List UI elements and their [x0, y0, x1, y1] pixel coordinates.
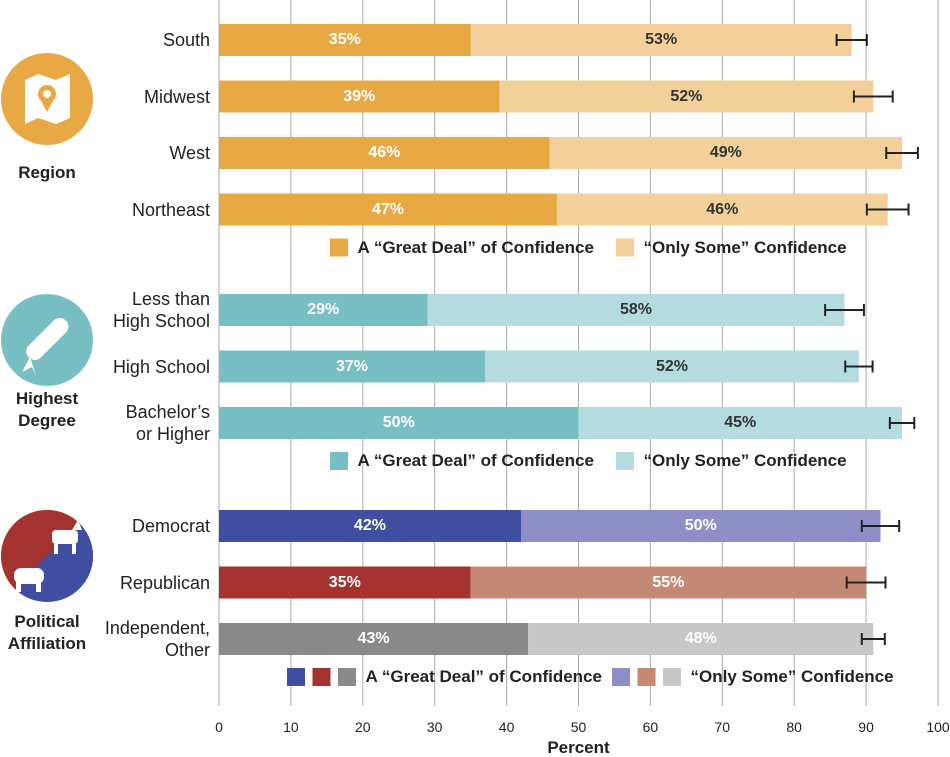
degree-icon	[1, 294, 93, 386]
bar-segment	[219, 407, 579, 439]
bar-segment	[485, 350, 859, 383]
value-label: 45%	[724, 414, 757, 431]
legend-swatch	[330, 238, 348, 257]
value-label: 47%	[371, 200, 404, 218]
bar-segment	[219, 623, 529, 655]
group-label: Political Affiliation	[7, 612, 87, 653]
bar-segment	[549, 137, 903, 169]
x-tick-label: 100	[926, 719, 950, 735]
category-label: South	[162, 30, 210, 50]
x-tick-label: 10	[283, 719, 299, 735]
legend-label: A “Great Deal” of Confidence	[357, 451, 594, 470]
value-label: 42%	[353, 517, 386, 534]
legend-swatch	[287, 668, 305, 686]
bar-segment	[219, 193, 557, 226]
value-label: 46%	[706, 200, 739, 218]
category-label: High School	[112, 356, 210, 377]
legend-swatch	[330, 452, 348, 470]
error-bar	[845, 576, 887, 589]
error-bar	[824, 304, 865, 316]
bar-segment	[520, 510, 881, 542]
political-icon	[1, 510, 93, 602]
category-label: Independent, Other	[104, 618, 210, 660]
error-bar	[860, 633, 886, 645]
value-label: 48%	[684, 630, 717, 647]
category-label: Less than High School	[112, 289, 210, 331]
x-tick-label: 90	[858, 719, 874, 735]
legend-swatch	[616, 238, 634, 257]
value-label: 43%	[357, 630, 390, 647]
legend-swatch	[616, 452, 634, 470]
value-label: 49%	[709, 144, 742, 161]
error-bar	[852, 90, 894, 103]
legend-label: “Only Some” Confidence	[643, 237, 847, 257]
bar-segment	[219, 566, 471, 599]
value-label: 53%	[645, 31, 678, 48]
bar-segment	[499, 80, 874, 113]
bar-segment	[219, 137, 550, 169]
x-tick-label: 70	[714, 719, 731, 735]
legend-label: “Only Some” Confidence	[690, 667, 894, 686]
category-label: West	[169, 143, 210, 163]
group-label: Region	[18, 163, 76, 182]
value-label: 55%	[652, 573, 685, 591]
value-label: 50%	[382, 414, 415, 431]
category-label: Bachelor’s or Higher	[125, 402, 210, 444]
bar-segment	[427, 294, 845, 326]
value-label: 39%	[343, 87, 376, 105]
bar-segment	[219, 24, 471, 56]
bar-segment	[528, 623, 874, 655]
error-bar	[885, 147, 919, 159]
value-label: 58%	[620, 301, 653, 318]
x-tick-label: 80	[786, 719, 802, 735]
category-label: Democrat	[131, 516, 210, 536]
error-bar	[835, 34, 868, 46]
bar-segment	[219, 350, 486, 383]
value-label: 37%	[335, 357, 369, 375]
bar-segment	[219, 294, 428, 326]
bar-segment	[219, 80, 500, 113]
value-label: 50%	[684, 517, 717, 534]
error-bar	[844, 360, 874, 373]
bar-segment	[470, 566, 867, 599]
legend-swatch	[612, 668, 630, 686]
error-bar	[860, 520, 901, 532]
category-label: Northeast	[131, 199, 210, 220]
legend-swatch	[663, 668, 681, 686]
category-label: Midwest	[143, 86, 210, 107]
value-label: 35%	[328, 573, 361, 591]
x-tick-label: 40	[498, 719, 515, 735]
error-bar	[865, 203, 910, 216]
region-icon	[1, 53, 93, 145]
group-label: Highest Degree	[15, 389, 79, 430]
legend-swatch	[312, 668, 331, 686]
value-label: 46%	[368, 144, 401, 161]
legend-label: “Only Some” Confidence	[643, 451, 847, 470]
legend-swatch	[338, 668, 356, 686]
x-axis-label: Percent	[547, 738, 610, 757]
bar-segment	[219, 510, 521, 542]
x-tick-label: 50	[570, 719, 587, 735]
error-bar	[888, 417, 916, 429]
bar-segment	[578, 407, 903, 439]
x-tick-label: 0	[215, 719, 223, 735]
legend-label: A “Great Deal” of Confidence	[365, 667, 602, 686]
value-label: 29%	[307, 301, 340, 318]
value-label: 35%	[328, 31, 361, 48]
value-label: 52%	[655, 357, 688, 375]
bar-segment	[470, 24, 852, 56]
value-label: 52%	[670, 87, 703, 105]
legend-swatch	[637, 668, 656, 686]
x-tick-label: 20	[355, 719, 371, 735]
x-tick-label: 30	[426, 719, 443, 735]
legend-label: A “Great Deal” of Confidence	[357, 237, 594, 257]
category-label: Republican	[119, 572, 210, 593]
x-tick-label: 60	[642, 719, 659, 735]
bar-segment	[556, 193, 888, 226]
